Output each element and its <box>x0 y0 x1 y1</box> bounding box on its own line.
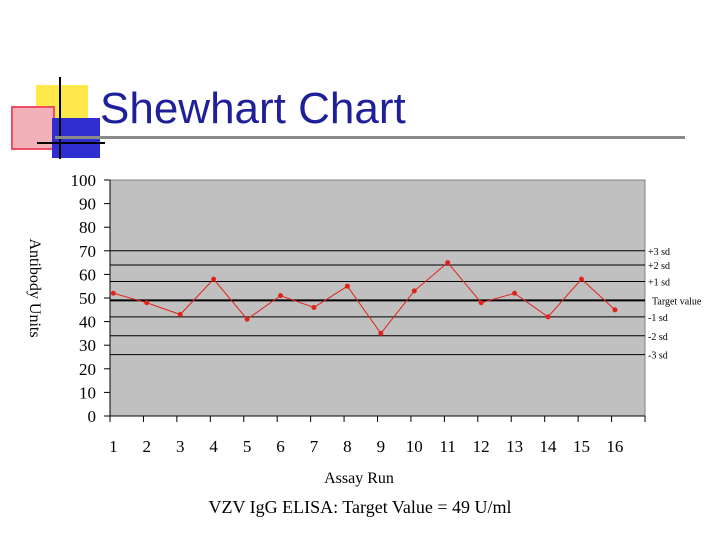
data-point <box>211 276 217 282</box>
reference-lines: +3 sd +2 sd +1 sd Target value -1 sd -2 sd -3 … <box>110 247 702 362</box>
x-tick-label: 10 <box>406 437 423 456</box>
series-line <box>113 261 616 335</box>
x-tick-label: 7 <box>310 437 319 456</box>
data-point <box>445 260 451 266</box>
y-tick-label: 40 <box>79 313 96 332</box>
x-tick-label: 14 <box>540 437 558 456</box>
y-tick-label: 70 <box>79 242 96 261</box>
data-point <box>378 330 384 336</box>
x-tick-label: 5 <box>243 437 252 456</box>
y-tick-label: 0 <box>88 407 97 426</box>
x-tick-label: 16 <box>606 437 623 456</box>
y-tick-label: 10 <box>79 383 96 402</box>
data-point <box>545 314 551 320</box>
reference-label: +2 sd <box>648 261 670 272</box>
x-axis: 1 2 3 4 5 6 7 8 9 10 11 12 13 14 15 16 <box>109 415 646 456</box>
logo-horizontal-line <box>37 142 105 144</box>
x-tick-label: 8 <box>343 437 352 456</box>
logo-vertical-line <box>59 77 61 159</box>
data-point <box>177 312 183 318</box>
reference-label: Target value <box>652 296 702 307</box>
data-point <box>512 290 518 296</box>
y-tick-label: 20 <box>79 360 96 379</box>
slide-title: Shewhart Chart <box>100 84 406 133</box>
data-point <box>411 288 417 294</box>
data-point <box>612 307 618 313</box>
x-tick-label: 12 <box>473 437 490 456</box>
y-tick-label: 80 <box>79 218 96 237</box>
data-point <box>144 300 150 306</box>
y-tick-label: 90 <box>79 195 96 214</box>
y-tick-label: 60 <box>79 265 96 284</box>
x-tick-label: 2 <box>143 437 152 456</box>
data-point <box>311 304 317 310</box>
x-tick-label: 4 <box>209 437 218 456</box>
x-tick-label: 1 <box>109 437 118 456</box>
y-tick-label: 30 <box>79 336 96 355</box>
x-axis-label: Assay Run <box>324 470 394 487</box>
chart-caption: VZV IgG ELISA: Target Value = 49 U/ml <box>208 497 512 517</box>
reference-label: +3 sd <box>648 247 670 258</box>
data-point <box>478 300 484 306</box>
y-axis: 0 10 20 30 40 50 60 70 80 90 100 <box>71 171 111 426</box>
data-series <box>110 260 618 336</box>
title-divider <box>55 136 685 139</box>
x-tick-label: 3 <box>176 437 185 456</box>
x-tick-label: 15 <box>573 437 590 456</box>
reference-label: -2 sd <box>648 332 668 343</box>
x-tick-label: 11 <box>440 437 456 456</box>
reference-label: -3 sd <box>648 351 668 362</box>
y-tick-label: 50 <box>79 289 96 308</box>
data-point <box>244 316 250 322</box>
x-tick-label: 13 <box>506 437 523 456</box>
x-tick-label: 9 <box>377 437 386 456</box>
reference-label: -1 sd <box>648 313 668 324</box>
x-tick-label: 6 <box>276 437 285 456</box>
reference-label: +1 sd <box>648 277 670 288</box>
data-point <box>278 293 284 299</box>
data-point <box>578 276 584 282</box>
y-axis-label: Antibody Units <box>26 238 43 337</box>
data-point <box>344 283 350 289</box>
data-point <box>110 290 116 296</box>
y-tick-label: 100 <box>71 171 97 190</box>
